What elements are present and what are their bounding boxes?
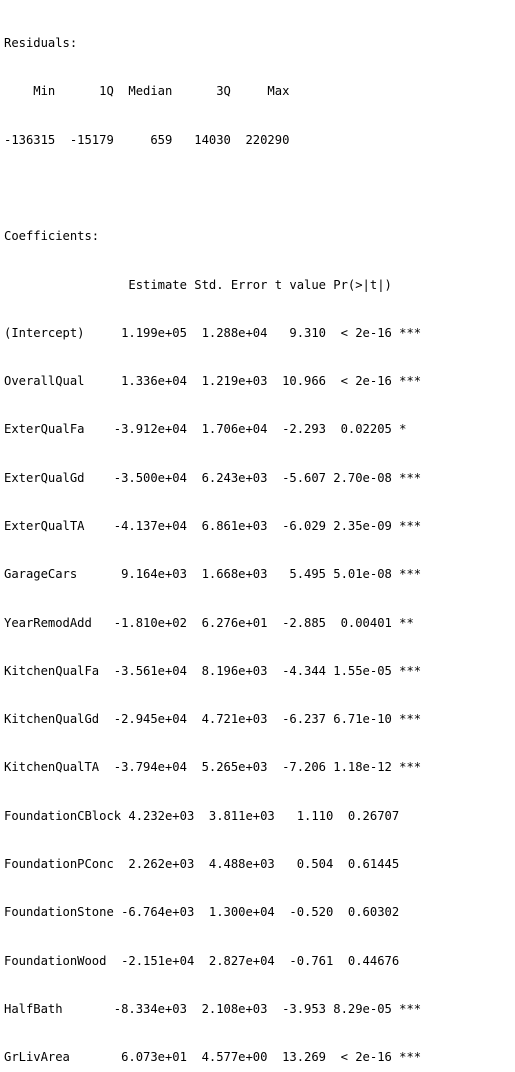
coef-row: HalfBath -8.334e+03 2.108e+03 -3.953 8.2… — [4, 1001, 422, 1016]
coef-row: GrLivArea 6.073e+01 4.577e+00 13.269 < 2… — [4, 1050, 422, 1065]
coef-row: KitchenQualFa -3.561e+04 8.196e+03 -4.34… — [4, 663, 422, 678]
coef-row: FoundationCBlock 4.232e+03 3.811e+03 1.1… — [4, 808, 429, 823]
coef-row: ExterQualFa -3.912e+04 1.706e+04 -2.293 … — [4, 422, 422, 437]
coef-row: OverallQual 1.336e+04 1.219e+03 10.966 <… — [4, 374, 422, 389]
coef-row: ExterQualGd -3.500e+04 6.243e+03 -5.607 … — [4, 470, 422, 485]
coef-row: YearRemodAdd -1.810e+02 6.276e+01 -2.885… — [4, 615, 422, 630]
residuals-title: Residuals: — [4, 36, 78, 51]
coefficients-title: Coefficients: — [4, 229, 100, 244]
blank-line — [4, 180, 458, 196]
coef-row: FoundationStone -6.764e+03 1.300e+04 -0.… — [4, 905, 429, 920]
coef-row: (Intercept) 1.199e+05 1.288e+04 9.310 < … — [4, 325, 422, 340]
r-console-output: Residuals: Min 1Q Median 3Q Max -136315 … — [4, 3, 458, 1072]
coef-row: FoundationWood -2.151e+04 2.827e+04 -0.7… — [4, 953, 429, 968]
coef-row: GarageCars 9.164e+03 1.668e+03 5.495 5.0… — [4, 567, 422, 582]
residuals-values: -136315 -15179 659 14030 220290 — [4, 132, 297, 147]
residuals-header: Min 1Q Median 3Q Max — [4, 84, 297, 99]
coef-row: KitchenQualGd -2.945e+04 4.721e+03 -6.23… — [4, 712, 422, 727]
coef-row: ExterQualTA -4.137e+04 6.861e+03 -6.029 … — [4, 519, 422, 533]
coef-row: KitchenQualTA -3.794e+04 5.265e+03 -7.20… — [4, 760, 422, 775]
coef-row: FoundationPConc 2.262e+03 4.488e+03 0.50… — [4, 856, 429, 871]
coefficients-header: Estimate Std. Error t value Pr(>|t|) — [4, 277, 422, 292]
